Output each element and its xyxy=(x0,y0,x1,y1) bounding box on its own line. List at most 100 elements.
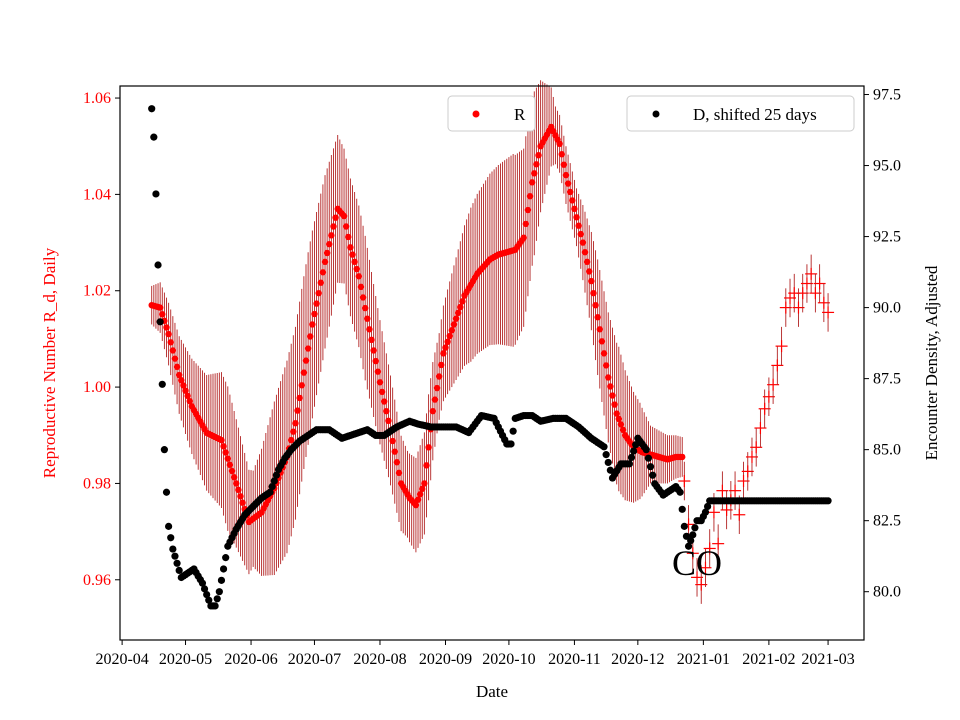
r-point xyxy=(359,294,367,301)
x-tick-label: 2020-10 xyxy=(482,651,535,668)
r-point xyxy=(600,350,608,357)
r-point xyxy=(416,491,424,498)
r-point xyxy=(605,374,612,381)
r-point xyxy=(459,298,466,305)
r-point xyxy=(180,382,187,389)
y-left-tick-label: 1.06 xyxy=(83,90,111,107)
r-point xyxy=(438,361,445,369)
r-point xyxy=(433,384,441,392)
r-point xyxy=(558,151,565,158)
d-point xyxy=(222,554,230,562)
r-point xyxy=(378,388,386,396)
d-point xyxy=(509,427,517,435)
d-point xyxy=(678,505,686,513)
r-point xyxy=(347,244,354,251)
r-point xyxy=(556,140,563,148)
r-point xyxy=(228,467,236,475)
r-point xyxy=(526,192,534,200)
y-axis-left-label: Reproductive Number R_d, Daily xyxy=(40,247,59,478)
r-point xyxy=(452,315,460,322)
legend-d-label: D, shifted 25 days xyxy=(693,105,817,124)
r-point xyxy=(579,239,587,246)
d-point xyxy=(680,522,688,530)
r-point xyxy=(569,197,576,204)
r-point xyxy=(442,344,449,351)
r-point xyxy=(431,396,439,403)
x-tick-label: 2020-07 xyxy=(288,651,341,668)
d-point xyxy=(165,522,173,530)
r-point xyxy=(575,222,582,229)
r-point xyxy=(237,493,244,500)
r-point xyxy=(421,480,428,487)
x-tick-label: 2020-12 xyxy=(611,651,664,668)
plot-marks xyxy=(148,80,835,610)
d-point xyxy=(160,446,168,454)
legend-r-marker xyxy=(472,110,480,118)
legend-d-box xyxy=(626,95,855,132)
d-point xyxy=(266,488,274,496)
r-point xyxy=(450,321,458,328)
x-axis-label: Date xyxy=(476,682,508,701)
r-point xyxy=(457,303,464,311)
y-right-tick-label: 97.5 xyxy=(873,87,901,104)
r-point xyxy=(617,421,625,428)
r-point xyxy=(309,321,316,328)
r-point xyxy=(292,420,299,427)
co-annotation: CO xyxy=(672,543,722,583)
y-left-tick-label: 1.04 xyxy=(83,186,111,203)
r-point xyxy=(444,338,451,346)
r-point xyxy=(370,347,377,354)
d-point xyxy=(646,463,655,471)
r-point xyxy=(319,269,327,276)
r-point xyxy=(607,383,614,390)
r-point xyxy=(376,379,384,386)
d-point xyxy=(158,380,166,388)
d-point xyxy=(173,559,181,567)
d-point xyxy=(600,443,608,451)
r-point xyxy=(364,315,371,322)
d-point xyxy=(169,545,177,553)
r-point xyxy=(440,350,447,357)
d-point xyxy=(211,602,219,610)
d-point xyxy=(171,552,179,560)
r-point xyxy=(167,339,174,346)
r-point xyxy=(372,357,379,365)
r-point xyxy=(222,449,229,456)
d-point xyxy=(152,190,160,198)
x-tick-label: 2020-04 xyxy=(95,651,148,668)
r-point xyxy=(323,249,331,257)
y-right-tick-label: 80.0 xyxy=(873,584,901,601)
d-point xyxy=(676,488,684,496)
d-point xyxy=(219,565,228,573)
r-point xyxy=(573,214,580,221)
y-axis-right-label: Encounter Density, Adjusted xyxy=(922,265,941,460)
r-point xyxy=(182,387,189,394)
d-point xyxy=(701,508,710,516)
x-tick-label: 2020-09 xyxy=(419,651,472,668)
r-point xyxy=(596,326,603,333)
r-point xyxy=(218,436,225,444)
plot-frame xyxy=(119,85,865,641)
r-point xyxy=(328,232,335,239)
d-point xyxy=(642,446,650,454)
r-point xyxy=(429,407,437,415)
r-point xyxy=(598,338,606,345)
r-point xyxy=(571,205,578,213)
r-point xyxy=(186,397,193,405)
r-point xyxy=(535,152,542,159)
r-point xyxy=(159,311,166,318)
r-point xyxy=(345,233,352,241)
r-point xyxy=(383,407,390,415)
r-point xyxy=(184,392,191,400)
r-point xyxy=(169,347,177,354)
r-point xyxy=(615,415,623,423)
d-point xyxy=(691,524,699,532)
x-tick-label: 2021-01 xyxy=(677,651,730,668)
d-point xyxy=(200,585,209,593)
y-left-tick-label: 1.00 xyxy=(83,379,111,396)
r-point xyxy=(304,345,312,352)
y-right-tick-label: 95.0 xyxy=(873,158,901,175)
r-point xyxy=(395,469,403,477)
r-point xyxy=(300,369,308,376)
